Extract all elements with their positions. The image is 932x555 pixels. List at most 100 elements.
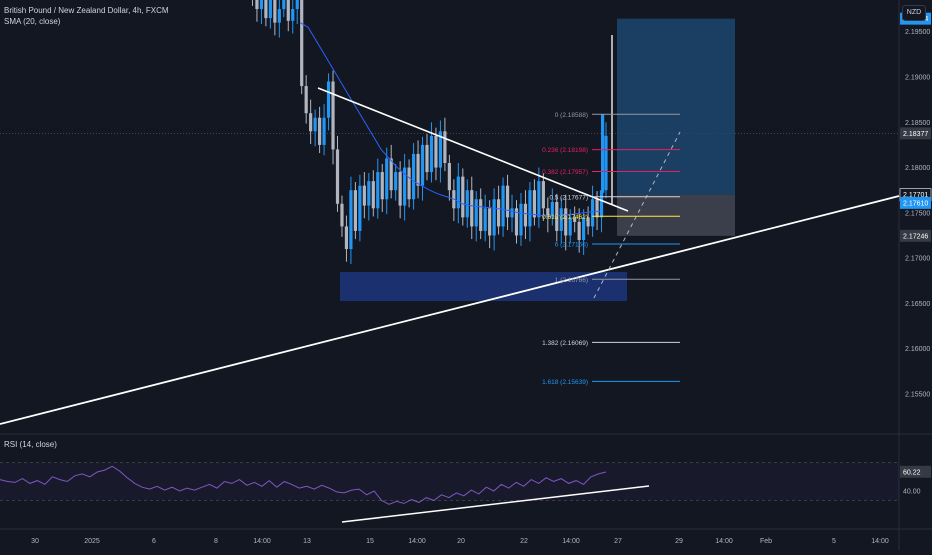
candle-body [300, 0, 304, 87]
rsi-level-label: 40.00 [903, 489, 921, 496]
candle-body [380, 172, 384, 200]
candle-body [318, 117, 322, 145]
candle-body [474, 199, 478, 227]
time-tick: 14:00 [715, 538, 733, 545]
price-tick: 2.17500 [905, 210, 930, 217]
candle-body [255, 0, 259, 10]
time-tick: 20 [457, 538, 465, 545]
candle-body [295, 0, 299, 10]
candle-body [595, 199, 599, 218]
candle-body [461, 176, 465, 218]
time-tick: 5 [832, 538, 836, 545]
candle-body [371, 181, 375, 209]
candle-body [304, 86, 308, 114]
price-label: 2.18377 [903, 131, 928, 138]
candle-body [322, 117, 326, 145]
candle-body [425, 144, 429, 173]
time-tick: 29 [675, 538, 683, 545]
rsi-value-label: 60.22 [903, 469, 921, 476]
candle-body [559, 208, 563, 231]
candle-body [573, 217, 577, 222]
candle-body [264, 0, 268, 19]
candle-body [353, 190, 357, 231]
candle-body [514, 208, 519, 236]
rsi-value-box [900, 465, 931, 478]
time-tick: 2025 [84, 538, 100, 545]
candle-body [273, 0, 277, 23]
candle-body [532, 190, 536, 218]
time-tick: 8 [214, 538, 218, 545]
stop-box [617, 194, 735, 236]
symbol-legend: British Pound / New Zealand Dollar, 4h, … [4, 6, 169, 15]
candle-body [447, 163, 451, 191]
time-tick: 14:00 [871, 538, 889, 545]
rsi-band [0, 462, 899, 501]
candle-body [577, 221, 581, 240]
sma-legend: SMA (20, close) [4, 17, 61, 26]
candle-body [443, 131, 447, 164]
target-box [617, 18, 735, 195]
time-tick: 22 [520, 538, 528, 545]
candle-body [398, 172, 402, 206]
price-label: 2.17246 [903, 233, 928, 240]
candle-body [465, 190, 469, 218]
candle-body [344, 226, 349, 250]
currency-button[interactable]: NZD [902, 5, 926, 21]
candle-body [523, 203, 528, 227]
candle-body [501, 185, 505, 227]
candle-body [546, 208, 550, 218]
price-tick: 2.16500 [905, 301, 930, 308]
candle-body [331, 81, 335, 150]
candle-body [586, 217, 590, 227]
candle-body [601, 114, 605, 193]
time-tick: 6 [152, 538, 156, 545]
fib-level-label: 1.618 (2.15639) [542, 379, 588, 386]
candle-body [326, 81, 331, 118]
candle-body [434, 135, 438, 168]
candle-body [599, 190, 604, 218]
price-label-box [900, 229, 931, 242]
fib-level-label: 1 (2.16766) [555, 277, 588, 284]
candle-body [259, 0, 264, 10]
price-tick: 2.18500 [905, 120, 930, 127]
price-label: 2.17610 [903, 200, 928, 207]
ascending-trendline [0, 195, 900, 425]
candle-body [286, 0, 290, 21]
rsi-trendline [341, 485, 650, 523]
candle-body [528, 190, 532, 227]
candle-body [358, 185, 362, 231]
candle-body [483, 208, 487, 231]
price-tick: 2.16000 [905, 346, 930, 353]
candle-body [497, 199, 501, 227]
candle-body [416, 153, 420, 186]
time-tick: 14:00 [562, 538, 580, 545]
fib-level-label: 0.382 (2.17957) [542, 169, 588, 176]
time-tick: 15 [366, 538, 374, 545]
candle-body [582, 217, 586, 240]
candle-body [407, 167, 411, 200]
fib-level-label: 0.618 (2.17462) [542, 214, 588, 221]
price-tick: 2.18000 [905, 165, 930, 172]
candle-body [510, 208, 514, 218]
candle-body [564, 208, 568, 236]
candle-body [385, 158, 389, 200]
time-tick: Feb [760, 538, 772, 545]
candle-body [541, 181, 545, 209]
candle-body [604, 135, 608, 191]
candle-body [277, 9, 281, 23]
candle-body [376, 172, 380, 209]
time-tick: 27 [614, 538, 622, 545]
candle-body [362, 185, 366, 206]
candle-body [488, 208, 492, 236]
candle-body [389, 158, 393, 191]
candle-body [313, 117, 317, 132]
candle-body [590, 199, 595, 227]
fib-level-label: 6 (2.17156) [555, 241, 588, 248]
candle-body [268, 0, 272, 19]
fib-level-label: 0 (2.18588) [555, 112, 588, 119]
time-tick: 14:00 [253, 538, 271, 545]
price-tick: 2.19500 [905, 29, 930, 36]
sma-line [299, 22, 601, 218]
